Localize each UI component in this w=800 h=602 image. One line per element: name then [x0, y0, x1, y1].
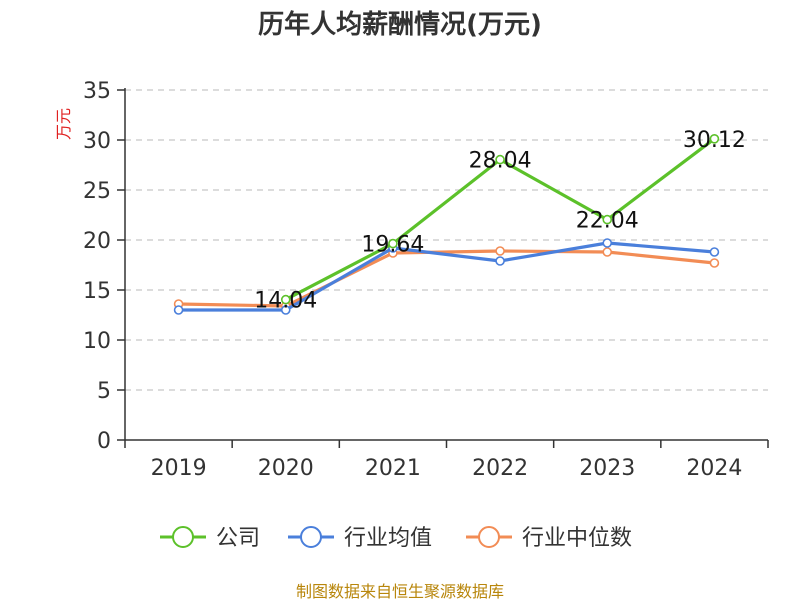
legend-swatch-marker — [300, 526, 322, 548]
y-tick-label: 35 — [83, 79, 111, 104]
series-lines — [173, 134, 720, 315]
x-tick-label: 2019 — [151, 456, 207, 481]
data-point — [709, 134, 720, 144]
y-tick-label: 10 — [83, 329, 111, 354]
x-tick-label: 2022 — [472, 456, 528, 481]
legend-item[interactable]: 公司 — [160, 526, 260, 551]
legend-item[interactable]: 行业中位数 — [466, 526, 632, 551]
y-tick-label: 5 — [97, 379, 111, 404]
data-point — [602, 238, 613, 248]
x-tick-label: 2023 — [579, 456, 635, 481]
y-tick-label: 25 — [83, 179, 111, 204]
chart-title: 历年人均薪酬情况(万元) — [258, 10, 542, 40]
data-point — [388, 238, 398, 249]
data-label: 19.64 — [361, 233, 424, 258]
data-label: 28.04 — [469, 149, 532, 174]
x-tick-label: 2020 — [258, 456, 314, 481]
data-label: 30.12 — [683, 128, 746, 153]
y-tick-label: 0 — [97, 429, 111, 454]
legend-label: 公司 — [216, 526, 260, 551]
x-tick-label: 2024 — [686, 456, 742, 481]
legend-swatch-marker — [172, 526, 194, 548]
data-point — [495, 154, 505, 165]
data-point — [173, 305, 184, 315]
legend-swatch-marker — [478, 526, 500, 548]
y-axis-label: 万元 — [54, 108, 73, 140]
legend-label: 行业均值 — [344, 526, 432, 551]
data-label: 14.04 — [254, 289, 317, 314]
data-point — [280, 305, 291, 315]
data-point — [495, 246, 505, 256]
data-point — [709, 258, 720, 268]
data-point — [602, 247, 613, 257]
data-point — [495, 256, 505, 266]
data-point — [280, 294, 291, 305]
legend-label: 行业中位数 — [522, 526, 632, 551]
grid-lines — [125, 89, 768, 391]
legend: 公司 行业均值 行业中位数 — [160, 526, 632, 551]
data-labels: 14.04 19.64 28.04 22.04 30.12 — [254, 128, 746, 314]
legend-item[interactable]: 行业均值 — [288, 526, 432, 551]
series-line — [178, 249, 715, 308]
data-point — [709, 247, 720, 257]
y-tick-label: 20 — [83, 229, 111, 254]
data-point — [602, 214, 613, 225]
y-tick-label: 15 — [83, 279, 111, 304]
y-tick-label: 30 — [83, 129, 111, 154]
axes: 0 5 10 15 20 25 30 35 2019 2020 2021 2022 2023 2024 万元 — [54, 79, 769, 481]
source-note: 制图数据来自恒生聚源数据库 — [295, 582, 504, 601]
data-label: 22.04 — [576, 209, 639, 234]
x-tick-label: 2021 — [365, 456, 421, 481]
series-line — [178, 241, 715, 312]
